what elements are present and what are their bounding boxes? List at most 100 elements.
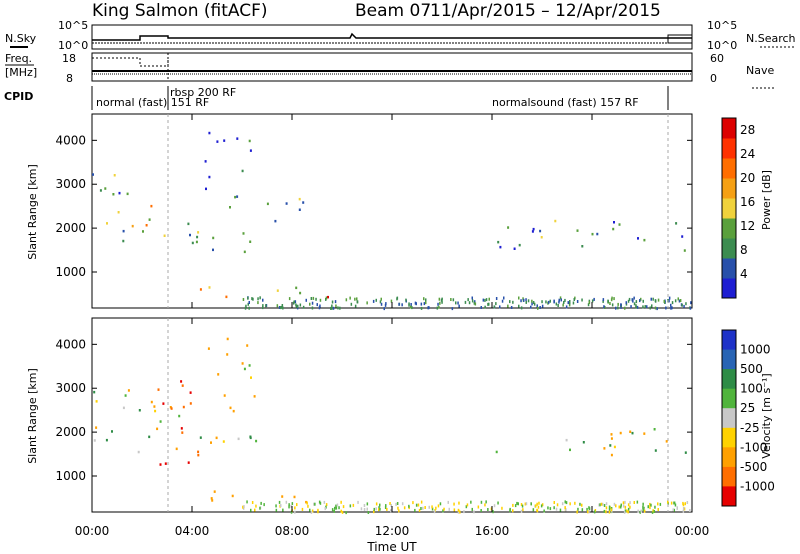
scatter-cell bbox=[615, 504, 617, 508]
colorbar-swatch bbox=[722, 408, 736, 429]
scatter-cell bbox=[403, 506, 406, 510]
scatter-cell bbox=[306, 501, 308, 505]
scatter-cell bbox=[672, 508, 674, 512]
scatter-cell bbox=[375, 502, 378, 506]
colorbar-swatch bbox=[722, 198, 736, 219]
scatter-cell bbox=[593, 297, 595, 301]
y-tick-label: 1000 bbox=[55, 265, 86, 279]
scatter-cell bbox=[242, 298, 245, 301]
scatter-cell bbox=[336, 503, 339, 507]
scatter-cell bbox=[651, 304, 653, 308]
scatter-cell bbox=[118, 191, 121, 195]
scatter-cell bbox=[671, 306, 673, 310]
scatter-cell bbox=[373, 510, 375, 514]
scatter-cell bbox=[379, 507, 381, 511]
scatter-cell bbox=[555, 507, 558, 511]
noise-left-tick-bottom: 10^0 bbox=[58, 39, 88, 52]
y-tick-label: 4000 bbox=[55, 337, 86, 351]
scatter-cell bbox=[679, 299, 682, 302]
scatter-cell bbox=[208, 131, 211, 135]
scatter-cell bbox=[642, 502, 644, 506]
scatter-cell bbox=[290, 504, 292, 508]
scatter-cell bbox=[331, 306, 333, 310]
scatter-cell bbox=[379, 300, 382, 304]
scatter-cell bbox=[473, 301, 476, 305]
scatter-cell bbox=[601, 502, 604, 506]
scatter-cell bbox=[276, 289, 279, 292]
scatter-cell bbox=[532, 508, 535, 512]
scatter-cell bbox=[242, 505, 244, 509]
velocity-scatter-layer bbox=[93, 337, 691, 515]
scatter-cell bbox=[633, 296, 635, 300]
scatter-cell bbox=[520, 299, 522, 303]
scatter-cell bbox=[318, 500, 321, 504]
scatter-cell bbox=[554, 219, 557, 223]
scatter-cell bbox=[92, 173, 94, 176]
scatter-cell bbox=[345, 511, 347, 515]
scatter-cell bbox=[488, 302, 490, 306]
scatter-cell bbox=[573, 298, 575, 301]
scatter-cell bbox=[632, 299, 634, 303]
power-y-axis: 1000 2000 3000 4000 bbox=[55, 133, 692, 279]
scatter-cell bbox=[401, 502, 404, 506]
scatter-cell bbox=[689, 306, 692, 310]
scatter-cell bbox=[242, 232, 245, 235]
scatter-cell bbox=[459, 510, 461, 514]
colorbar-tick-label: 28 bbox=[740, 123, 755, 137]
scatter-cell bbox=[540, 236, 543, 239]
scatter-cell bbox=[501, 299, 504, 303]
scatter-cell bbox=[187, 222, 190, 226]
scatter-cell bbox=[510, 306, 513, 309]
scatter-cell bbox=[439, 301, 441, 305]
scatter-cell bbox=[608, 505, 611, 509]
scatter-cell bbox=[243, 250, 246, 254]
scatter-cell bbox=[189, 402, 192, 405]
scatter-cell bbox=[274, 219, 277, 223]
scatter-cell bbox=[485, 298, 488, 302]
scatter-cell bbox=[420, 500, 423, 504]
scatter-cell bbox=[150, 400, 153, 404]
scatter-cell bbox=[627, 510, 629, 514]
scatter-cell bbox=[487, 508, 489, 511]
scatter-cell bbox=[649, 502, 651, 506]
scatter-cell bbox=[408, 504, 410, 508]
scatter-cell bbox=[609, 444, 612, 447]
scatter-cell bbox=[656, 307, 658, 311]
scatter-cell bbox=[484, 503, 486, 507]
scatter-cell bbox=[137, 450, 140, 454]
x-tick-label: 12:00 bbox=[375, 524, 410, 538]
scatter-cell bbox=[263, 503, 265, 507]
cpid-segment-rbsp: rbsp 200 RF bbox=[170, 86, 236, 99]
scatter-cell bbox=[605, 506, 608, 510]
scatter-cell bbox=[441, 300, 443, 304]
scatter-cell bbox=[624, 505, 627, 509]
scatter-cell bbox=[99, 189, 102, 192]
scatter-cell bbox=[142, 230, 144, 233]
scatter-cell bbox=[242, 506, 245, 510]
colorbar-tick-label: 12 bbox=[740, 219, 755, 233]
scatter-cell bbox=[253, 395, 256, 398]
scatter-cell bbox=[654, 449, 657, 452]
scatter-cell bbox=[335, 304, 337, 308]
scatter-cell bbox=[686, 501, 689, 504]
scatter-cell bbox=[636, 305, 639, 309]
colorbar-swatch bbox=[722, 486, 736, 507]
scatter-cell bbox=[372, 299, 375, 303]
scatter-cell bbox=[138, 409, 141, 412]
scatter-cell bbox=[95, 400, 98, 403]
scatter-cell bbox=[626, 509, 628, 513]
scatter-cell bbox=[457, 510, 460, 514]
scatter-cell bbox=[435, 506, 437, 510]
scatter-cell bbox=[427, 306, 429, 310]
scatter-cell bbox=[581, 245, 584, 248]
scatter-cell bbox=[424, 506, 426, 509]
colorbar-tick-label: 1000 bbox=[740, 343, 771, 357]
scatter-cell bbox=[604, 306, 606, 309]
scatter-cell bbox=[307, 504, 309, 508]
scatter-cell bbox=[311, 306, 314, 310]
scatter-cell bbox=[607, 299, 609, 303]
scatter-cell bbox=[420, 507, 422, 510]
scatter-cell bbox=[324, 507, 326, 511]
scatter-cell bbox=[537, 306, 539, 310]
scatter-cell bbox=[567, 301, 569, 305]
